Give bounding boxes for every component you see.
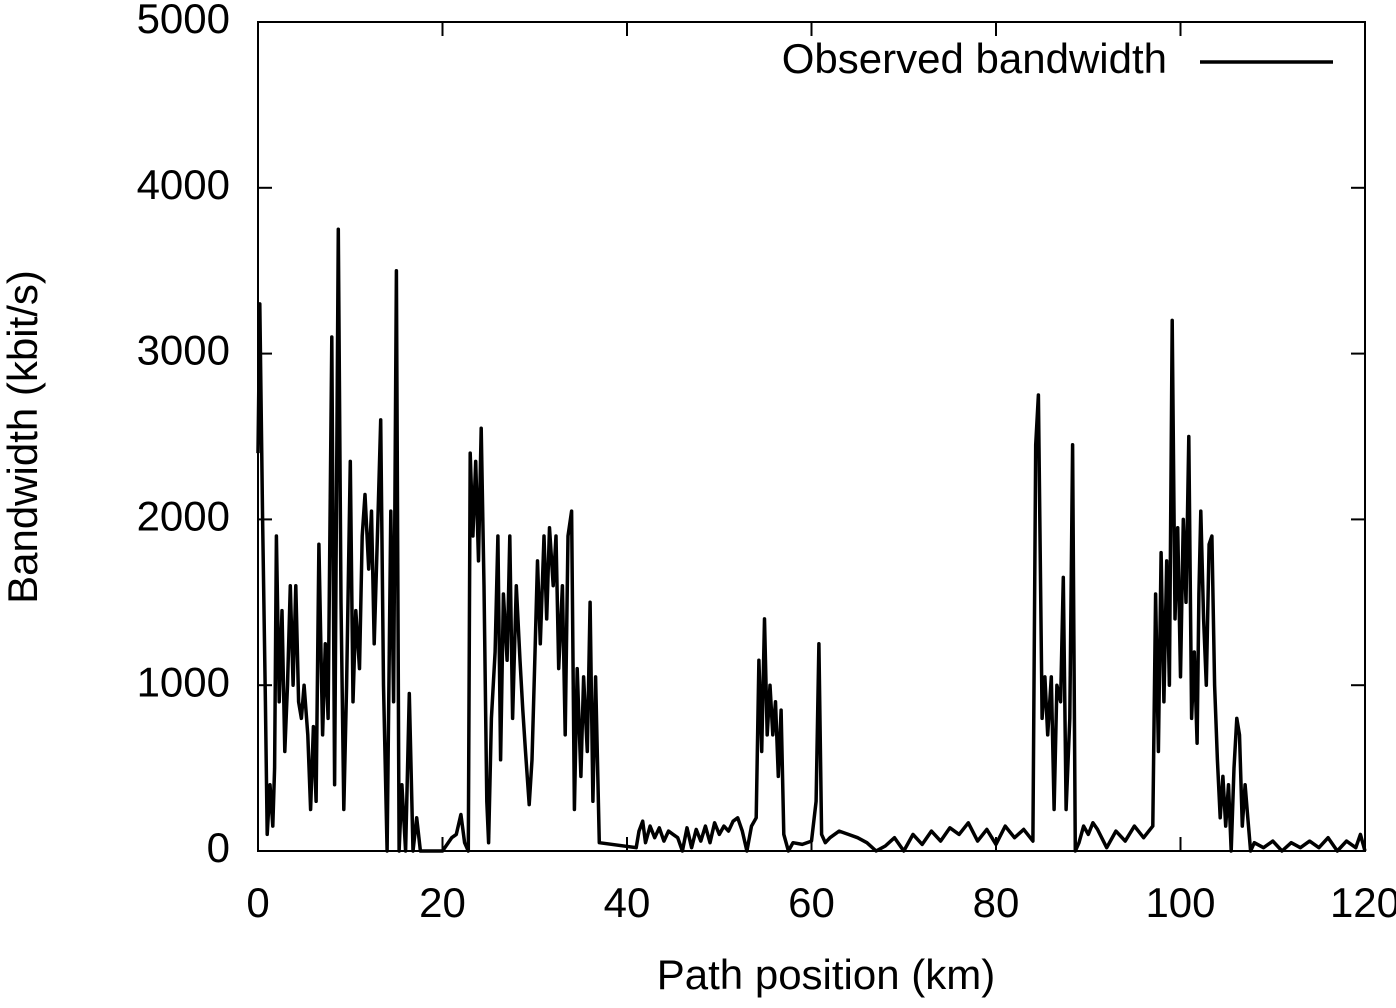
y-tick-label: 2000: [137, 492, 230, 539]
y-tick-label: 4000: [137, 161, 230, 208]
legend-label: Observed bandwidth: [782, 35, 1167, 82]
data-line: [256, 227, 1367, 853]
y-tick-label: 3000: [137, 327, 230, 374]
x-tick-label: 40: [604, 879, 651, 926]
y-axis-label: Bandwidth (kbit/s): [0, 270, 46, 604]
x-tick-label: 80: [973, 879, 1020, 926]
x-tick-label: 120: [1330, 879, 1396, 926]
y-tick-label: 0: [207, 824, 230, 871]
y-tick-label: 1000: [137, 658, 230, 705]
y-tick-label: 5000: [137, 0, 230, 42]
x-tick-label: 0: [246, 879, 269, 926]
x-axis-label: Path position (km): [657, 951, 995, 998]
x-tick-label: 20: [419, 879, 466, 926]
x-tick-label: 60: [788, 879, 835, 926]
x-tick-label: 100: [1145, 879, 1215, 926]
